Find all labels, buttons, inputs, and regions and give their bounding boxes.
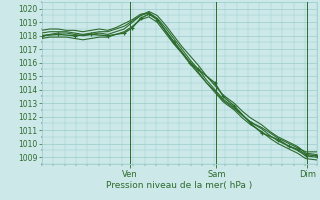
X-axis label: Pression niveau de la mer( hPa ): Pression niveau de la mer( hPa ) [106,181,252,190]
